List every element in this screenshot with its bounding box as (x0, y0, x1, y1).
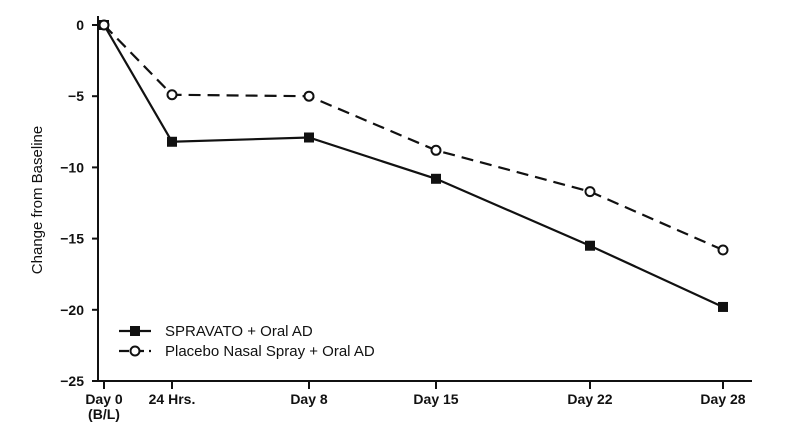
x-tick-label: Day 22 (567, 391, 612, 407)
y-tick-label: −25 (60, 373, 84, 389)
data-point (718, 301, 728, 312)
series-line-1 (103, 24, 724, 251)
data-point (98, 19, 110, 31)
y-tick-label: −20 (60, 302, 84, 318)
legend-label: Placebo Nasal Spray + Oral AD (165, 343, 375, 360)
y-axis-label: Change from Baseline (29, 126, 46, 274)
y-tick-label: −15 (60, 231, 84, 247)
data-point (717, 244, 729, 256)
data-point (303, 90, 315, 102)
data-point (304, 132, 314, 143)
y-tick-label: −10 (60, 159, 84, 175)
x-tick-label: Day 0 (B/L) (85, 391, 123, 422)
data-point (430, 144, 442, 156)
data-point (167, 136, 177, 147)
data-point (431, 173, 441, 184)
legend-label: SPRAVATO + Oral AD (165, 323, 313, 340)
data-point (584, 186, 596, 198)
legend-marker (130, 326, 140, 336)
x-tick-label: Day 28 (700, 391, 745, 407)
legend-marker (129, 345, 141, 357)
y-tick-label: 0 (76, 17, 84, 33)
x-tick-label: 24 Hrs. (149, 391, 196, 407)
data-point (585, 240, 595, 251)
series-line-0 (103, 24, 724, 308)
x-tick-label: Day 8 (290, 391, 328, 407)
x-tick-label: Day 15 (413, 391, 458, 407)
y-tick-label: −5 (68, 88, 84, 104)
data-point (166, 89, 178, 101)
